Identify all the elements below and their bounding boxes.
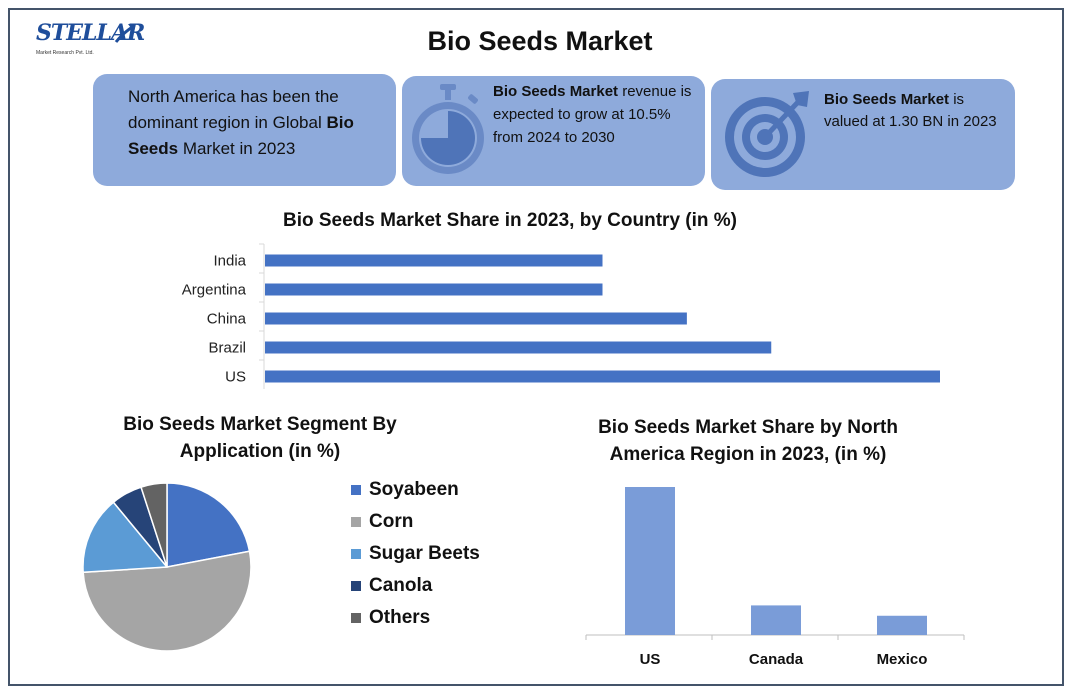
card-text-after: Market in 2023 xyxy=(178,139,296,158)
logo-subtitle: Market Research Pvt. Ltd. xyxy=(36,50,94,56)
legend-label: Others xyxy=(369,607,431,628)
bar-mexico xyxy=(877,615,927,635)
legend-swatch xyxy=(351,485,361,495)
card-text-before: North America has been the dominant regi… xyxy=(128,87,339,132)
bar-us xyxy=(265,370,940,383)
legend-label: Sugar Beets xyxy=(369,543,480,564)
category-label: India xyxy=(213,253,246,270)
bar-us xyxy=(625,487,675,635)
legend-swatch xyxy=(351,549,361,559)
application-chart-title: Bio Seeds Market Segment By Application … xyxy=(123,414,397,462)
bar-china xyxy=(265,312,687,325)
bar-brazil xyxy=(265,341,772,354)
logo-arrow-icon xyxy=(114,24,136,43)
pie-slice-sugar-beets xyxy=(82,501,169,574)
region-bar-chart: US Canada Mexico xyxy=(585,487,965,668)
bar-india xyxy=(265,254,603,267)
country-chart-title: Bio Seeds Market Share in 2023, by Count… xyxy=(282,210,737,231)
bar-argentina xyxy=(265,283,603,296)
category-label: Mexico xyxy=(877,651,928,668)
stopwatch-icon xyxy=(412,84,484,174)
category-label: Canada xyxy=(749,651,804,668)
legend-swatch xyxy=(351,613,361,623)
legend-item: Soyabeen xyxy=(351,474,480,506)
legend-item: Sugar Beets xyxy=(351,538,480,570)
legend-item: Corn xyxy=(351,506,480,538)
category-label: Brazil xyxy=(208,340,246,357)
pie-slice-others xyxy=(140,482,168,568)
logo-name: STELLAR xyxy=(36,20,145,46)
region-chart-title: Bio Seeds Market Share by North America … xyxy=(598,417,898,465)
target-icon xyxy=(725,91,809,177)
info-card-growth: Bio Seeds Market revenue is expected to … xyxy=(402,76,705,186)
card-text-after: is valued at 1.30 BN in 2023 xyxy=(824,91,997,130)
bar-canada xyxy=(751,605,801,635)
card-text-bold: Bio Seeds Market xyxy=(493,83,619,100)
legend-swatch xyxy=(351,581,361,591)
pie-slice-soyabeen xyxy=(166,482,251,568)
category-label: China xyxy=(207,311,247,328)
legend-label: Corn xyxy=(369,511,414,532)
card-text-bold: Bio Seeds Market xyxy=(824,91,950,108)
category-label: US xyxy=(225,369,246,386)
outer-frame xyxy=(8,8,1064,686)
stellar-logo: STELLAR Market Research Pvt. Ltd. xyxy=(30,14,145,62)
category-label: Argentina xyxy=(182,282,247,299)
card-text-after: revenue is expected to grow at 10.5% fro… xyxy=(493,83,692,146)
info-card-region: North America has been the dominant regi… xyxy=(93,74,396,186)
card-value-text: Bio Seeds Market is valued at 1.30 BN in… xyxy=(824,89,1009,133)
legend-label: Canola xyxy=(369,575,433,596)
pie-legend: Soyabeen Corn Sugar Beets Canola Others xyxy=(351,474,480,634)
legend-label: Soyabeen xyxy=(369,479,459,500)
application-pie-chart xyxy=(82,482,252,652)
page-title: Bio Seeds Market xyxy=(427,26,653,56)
country-bar-chart: India Argentina China Brazil US xyxy=(182,243,940,389)
legend-item: Canola xyxy=(351,570,480,602)
legend-item: Others xyxy=(351,602,480,634)
info-card-value: Bio Seeds Market is valued at 1.30 BN in… xyxy=(711,79,1015,190)
card-growth-text: Bio Seeds Market revenue is expected to … xyxy=(493,80,698,149)
pie-slice-corn xyxy=(82,550,252,652)
category-label: US xyxy=(640,651,661,668)
card-text-bold: Bio Seeds xyxy=(128,113,354,158)
legend-swatch xyxy=(351,517,361,527)
